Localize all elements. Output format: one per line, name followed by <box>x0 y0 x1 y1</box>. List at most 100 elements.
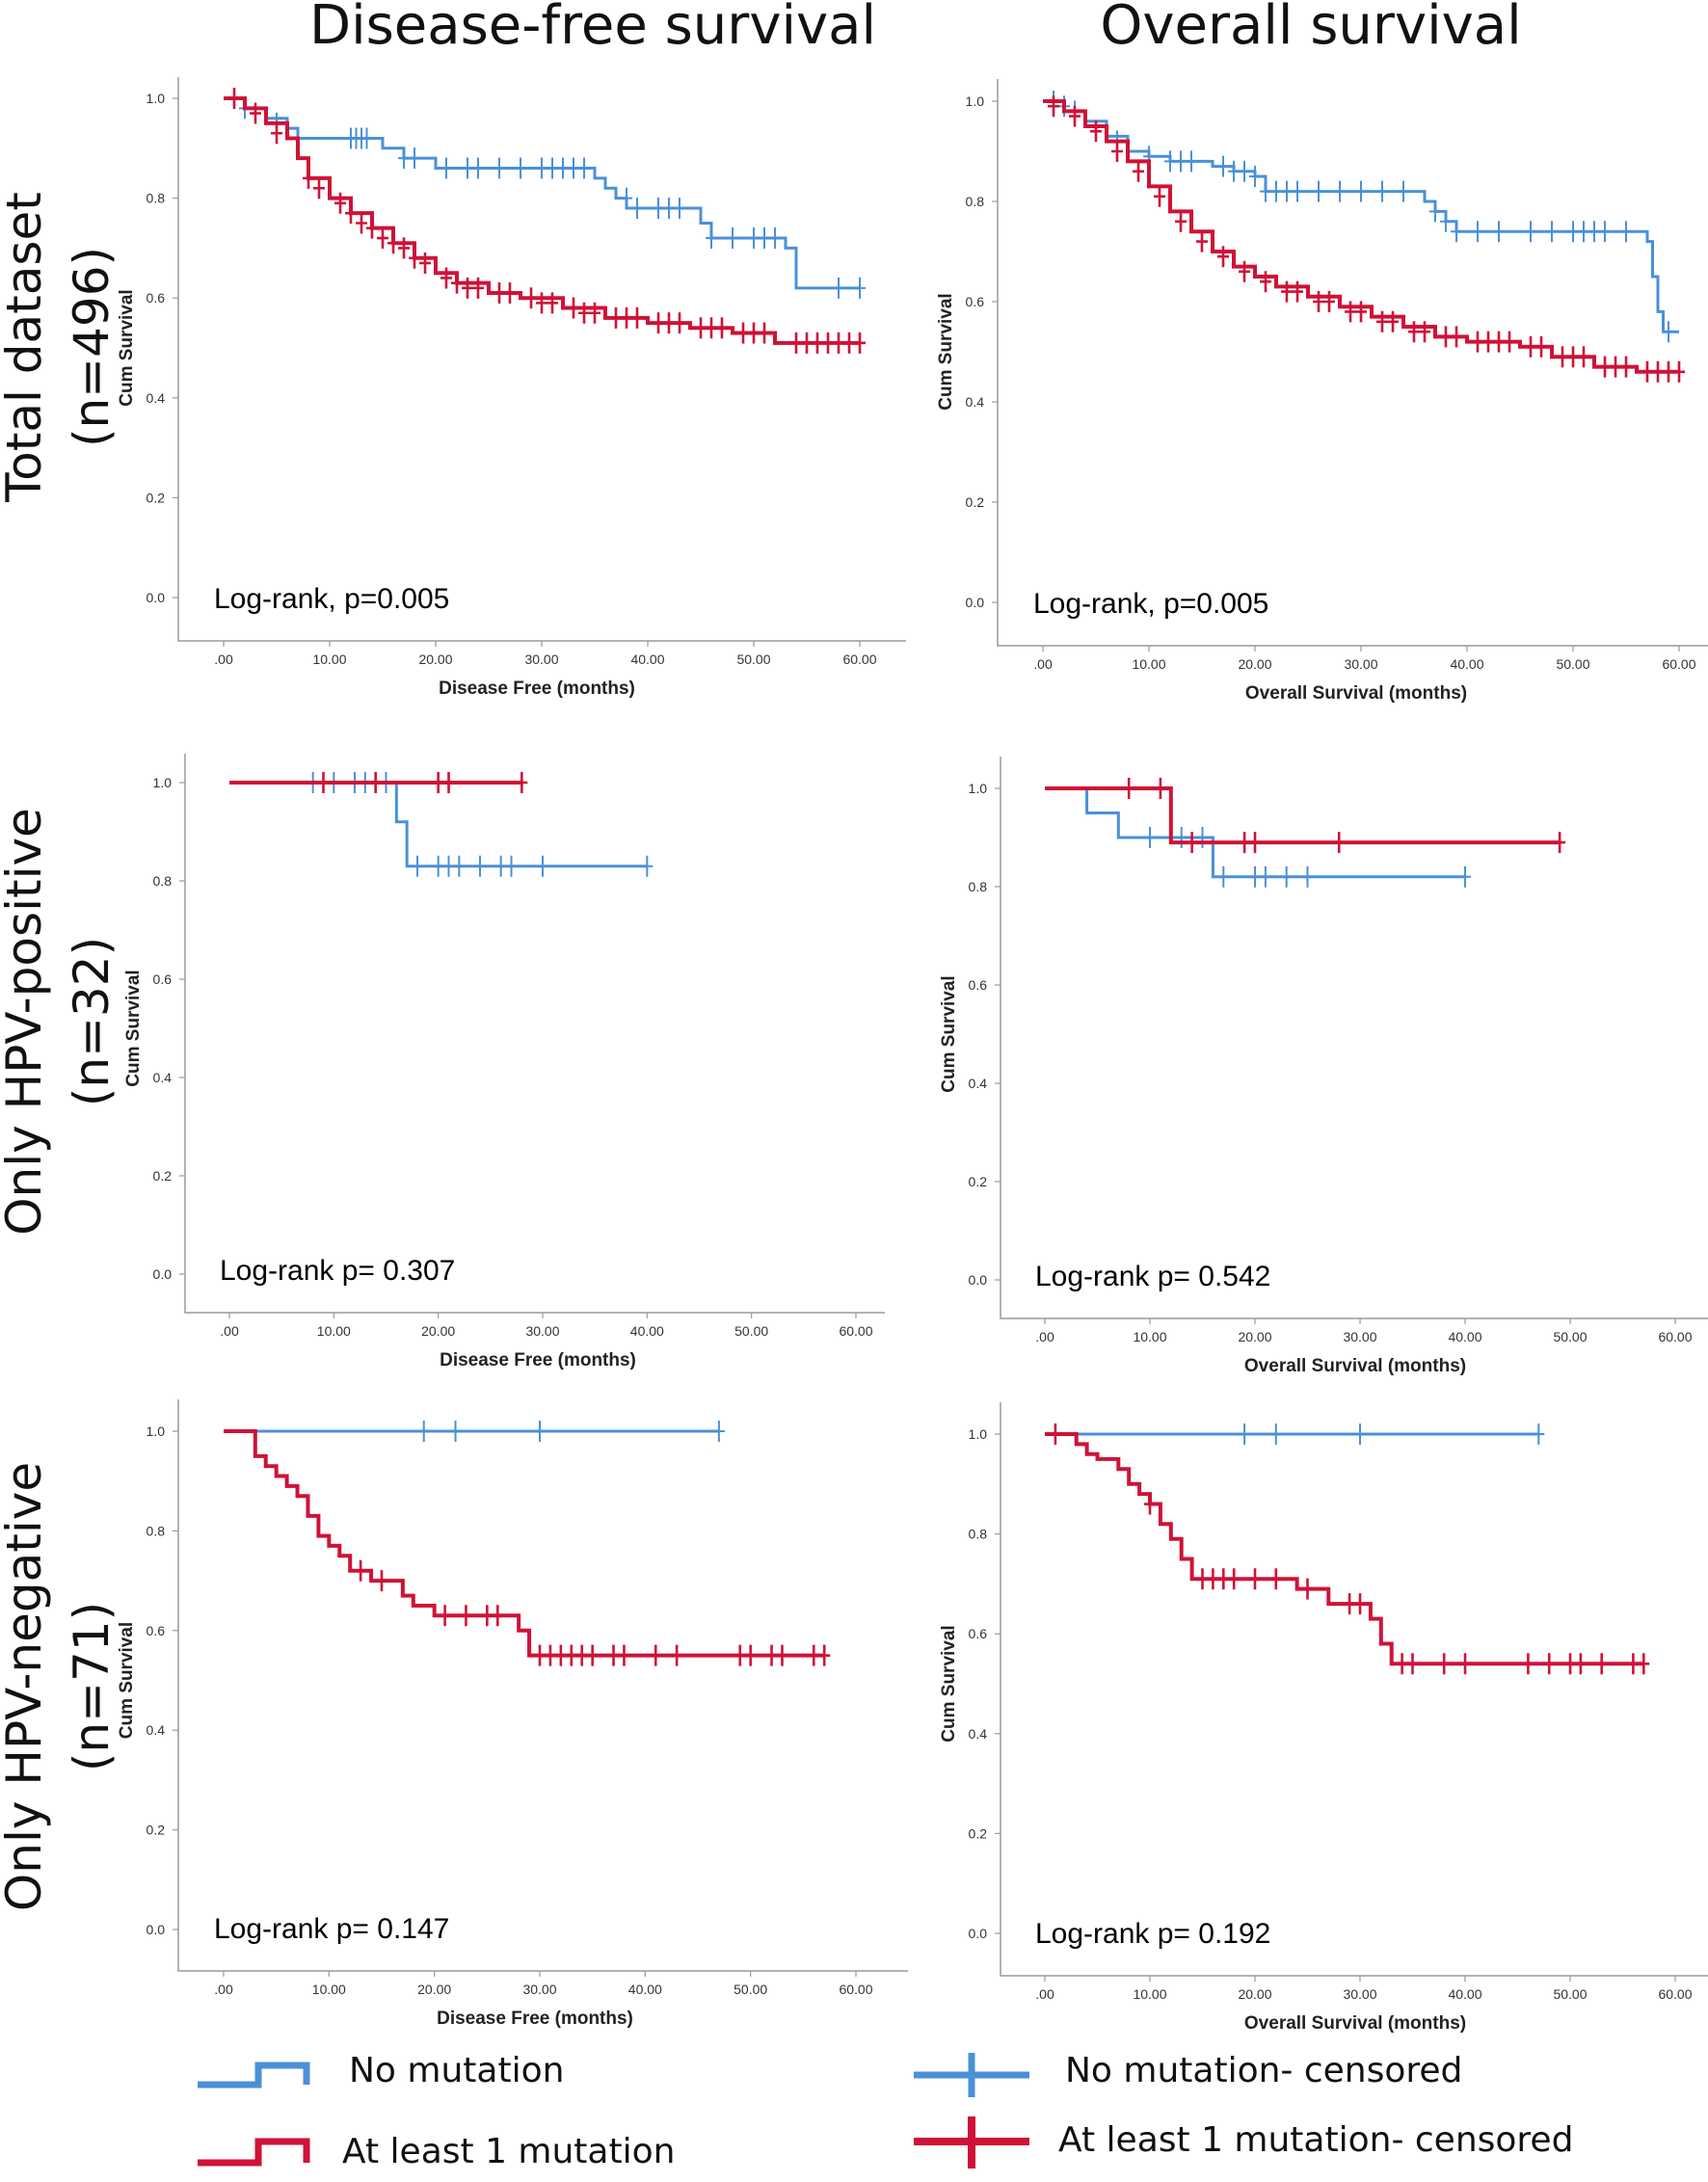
censor-mark-mutation <box>1217 1568 1230 1590</box>
y-tick-label: 0.4 <box>969 1076 988 1091</box>
censor-mark-mutation <box>1438 1653 1451 1675</box>
x-tick-label: 60.00 <box>1658 1986 1692 2002</box>
y-tick-label: 0.2 <box>966 494 985 510</box>
censor-mark-mutation <box>1048 95 1059 118</box>
x-tick-label: 40.00 <box>630 1323 664 1339</box>
censor-mark-no-mutation <box>631 197 643 219</box>
x-tick-label: 10.00 <box>1133 1329 1166 1344</box>
row-title-total-line1: Total dataset <box>0 192 52 503</box>
plot-frame <box>1000 757 1708 1319</box>
censor-mark-no-mutation <box>1186 150 1197 173</box>
x-tick-label: 40.00 <box>1450 656 1483 672</box>
censor-mark-mutation <box>1249 1568 1261 1590</box>
censor-mark-no-mutation <box>641 855 654 877</box>
x-tick-label: 20.00 <box>421 1323 455 1339</box>
y-axis-label: Cum Survival <box>123 970 144 1086</box>
series-no-mutation <box>1045 1424 1545 1445</box>
censor-mark-mutation <box>1249 832 1261 854</box>
x-tick-label: .00 <box>1033 656 1053 672</box>
censor-mark-mutation <box>1451 326 1462 348</box>
censor-mark-mutation <box>334 192 346 214</box>
legend-label-no-mutation-censored: No mutation- censored <box>1065 2051 1462 2090</box>
censor-mark-mutation <box>1196 1568 1209 1590</box>
x-tick-label: 40.00 <box>628 1982 662 1997</box>
y-axis-label: Cum Survival <box>939 975 959 1092</box>
censor-mark-no-mutation <box>1217 865 1230 888</box>
censor-mark-no-mutation <box>1620 221 1632 243</box>
censor-mark-no-mutation <box>474 855 486 877</box>
censor-mark-mutation <box>1406 1653 1419 1675</box>
censor-mark-mutation <box>440 267 452 289</box>
x-axis-label: Overall Survival (months) <box>1244 2013 1466 2034</box>
censor-mark-no-mutation <box>494 855 507 877</box>
y-tick-label: 0.0 <box>153 1266 173 1282</box>
censor-mark-mutation <box>439 1605 451 1627</box>
x-tick-label: 20.00 <box>418 652 452 667</box>
censor-mark-mutation <box>565 1644 577 1666</box>
censor-mark-no-mutation <box>398 147 410 170</box>
y-tick-label: 0.2 <box>969 1825 988 1841</box>
censor-mark-mutation <box>1493 331 1505 353</box>
censor-mark-no-mutation <box>1301 865 1314 888</box>
censor-mark-no-mutation <box>440 157 452 179</box>
km-step-line-no-mutation <box>229 781 648 868</box>
censor-mark-mutation <box>536 292 547 314</box>
censor-mark-mutation <box>516 772 528 793</box>
y-tick-label: 0.4 <box>147 390 166 406</box>
censor-mark-mutation <box>377 227 388 250</box>
censor-mark-no-mutation <box>706 227 717 250</box>
x-tick-label: 50.00 <box>1556 656 1589 672</box>
series-mutation <box>229 772 528 793</box>
censor-mark-no-mutation <box>748 227 760 250</box>
censor-mark-no-mutation <box>1281 180 1293 202</box>
x-tick-label: 60.00 <box>839 1323 872 1339</box>
censor-mark-mutation <box>398 237 410 259</box>
censor-mark-mutation <box>1472 331 1483 353</box>
x-tick-label: 30.00 <box>1343 1329 1376 1344</box>
series-mutation <box>1045 778 1566 854</box>
censor-mark-mutation <box>822 332 834 354</box>
censor-mark-mutation <box>1111 141 1123 162</box>
censor-mark-no-mutation <box>1175 150 1187 173</box>
censor-mark-no-mutation <box>412 855 423 877</box>
censor-mark-mutation <box>534 1644 546 1666</box>
censor-mark-mutation <box>575 1644 588 1666</box>
censor-mark-mutation <box>366 217 378 239</box>
censor-mark-mutation <box>1525 335 1536 358</box>
km-step-line-mutation <box>1045 1432 1644 1666</box>
censor-mark-mutation <box>1574 1653 1587 1675</box>
censor-mark-no-mutation <box>1270 180 1282 202</box>
censor-mark-mutation <box>1578 346 1589 368</box>
censor-mark-mutation <box>589 302 600 324</box>
x-tick-label: 40.00 <box>1448 1329 1481 1344</box>
legend-swatch-mutation-censored <box>914 2116 1029 2169</box>
censor-mark-mutation <box>568 297 579 319</box>
censor-mark-mutation <box>744 1644 757 1666</box>
censor-mark-no-mutation <box>515 157 526 179</box>
censor-mark-mutation <box>607 1644 620 1666</box>
censor-mark-mutation <box>1154 778 1166 799</box>
censor-mark-mutation <box>1408 321 1420 343</box>
y-tick-label: 0.2 <box>969 1174 988 1189</box>
censor-mark-mutation <box>621 306 632 329</box>
censor-mark-no-mutation <box>578 157 590 179</box>
legend-label-no-mutation: No mutation <box>349 2051 564 2090</box>
censor-mark-mutation <box>317 772 330 793</box>
censor-mark-mutation <box>1239 832 1251 854</box>
km-step-line-mutation <box>224 1429 825 1658</box>
panel-hpvneg-os: 0.0 0.2 0.4 0.6 0.8 1.0 .00 10.00 20.00 30.00 40.0… <box>939 1402 1708 2034</box>
censor-mark-no-mutation <box>449 1421 462 1442</box>
row-title-total: Total dataset (n=496) <box>0 192 120 503</box>
x-tick-label: .00 <box>220 1323 239 1339</box>
censor-mark-mutation <box>442 772 455 793</box>
censor-mark-mutation <box>525 287 537 309</box>
legend-swatch-mutation <box>198 2138 310 2167</box>
y-tick-label: 0.2 <box>147 1823 166 1838</box>
legend-label-mutation: At least 1 mutation <box>342 2132 675 2171</box>
series-no-mutation <box>1045 786 1471 888</box>
censor-mark-mutation <box>1239 260 1250 282</box>
censor-mark-mutation <box>1207 1568 1219 1590</box>
x-axis-label: Disease Free (months) <box>437 2009 633 2029</box>
censor-mark-no-mutation <box>432 855 444 877</box>
censor-mark-mutation <box>1090 120 1102 143</box>
